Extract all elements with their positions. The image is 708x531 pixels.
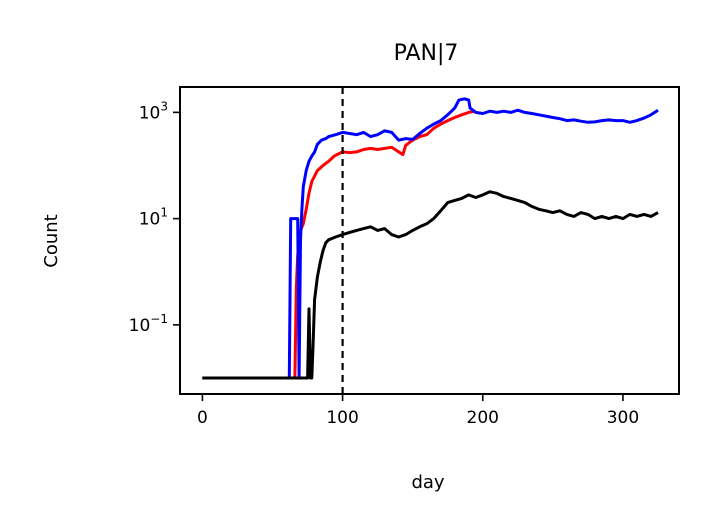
series-line-2 [202,97,659,380]
x-axis-label: day [411,472,444,493]
y-tick-label: 10−1 [129,312,168,336]
chart-title: PAN|7 [394,41,459,66]
y-tick-label: 101 [139,206,168,230]
x-tick-label: 100 [326,408,358,428]
series-line-3 [202,190,659,380]
y-axis-label: Count [41,214,62,267]
series-line-1 [202,109,477,380]
y-tick-label: 103 [139,99,168,123]
x-tick-label: 300 [607,408,639,428]
x-tick-label: 200 [467,408,499,428]
x-tick-label: 0 [197,408,208,428]
series-layer [202,97,659,380]
plot-frame [179,86,680,395]
y-axis: 103 101 10−1 [129,99,180,336]
x-axis: 0 100 200 300 [197,394,639,428]
